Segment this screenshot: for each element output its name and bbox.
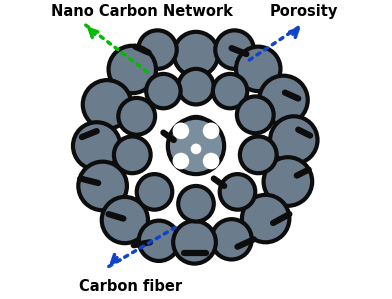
Circle shape bbox=[179, 117, 213, 151]
Text: Nano Carbon Network: Nano Carbon Network bbox=[51, 4, 232, 19]
Text: Carbon fiber: Carbon fiber bbox=[79, 279, 182, 294]
Circle shape bbox=[83, 80, 131, 129]
Circle shape bbox=[114, 136, 151, 173]
Circle shape bbox=[236, 47, 281, 91]
Circle shape bbox=[203, 123, 220, 139]
Circle shape bbox=[215, 30, 254, 69]
Circle shape bbox=[118, 98, 155, 135]
Circle shape bbox=[168, 118, 224, 174]
Circle shape bbox=[139, 221, 179, 261]
Text: Porosity: Porosity bbox=[270, 4, 338, 19]
Circle shape bbox=[213, 74, 247, 108]
Circle shape bbox=[78, 162, 127, 210]
Circle shape bbox=[191, 144, 201, 154]
Circle shape bbox=[211, 219, 252, 260]
Circle shape bbox=[259, 76, 308, 124]
Circle shape bbox=[178, 186, 214, 222]
Circle shape bbox=[263, 157, 312, 206]
Circle shape bbox=[173, 221, 216, 264]
Circle shape bbox=[174, 32, 218, 76]
Circle shape bbox=[220, 174, 255, 210]
Circle shape bbox=[73, 122, 120, 170]
Circle shape bbox=[172, 153, 189, 169]
Circle shape bbox=[203, 153, 220, 169]
Circle shape bbox=[137, 174, 172, 210]
Circle shape bbox=[146, 74, 181, 108]
Circle shape bbox=[270, 116, 318, 164]
Circle shape bbox=[172, 123, 189, 139]
Circle shape bbox=[242, 195, 289, 242]
Circle shape bbox=[138, 30, 177, 69]
Circle shape bbox=[237, 97, 274, 133]
Circle shape bbox=[102, 197, 148, 243]
Circle shape bbox=[178, 69, 214, 104]
Circle shape bbox=[109, 46, 156, 93]
Circle shape bbox=[240, 136, 277, 173]
